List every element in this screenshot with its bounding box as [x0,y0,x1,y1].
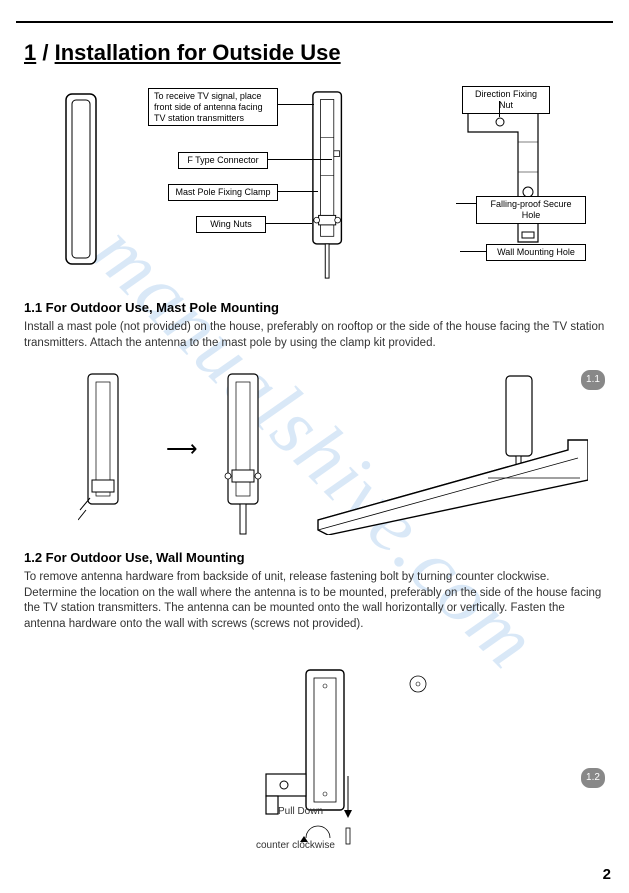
leader-line [456,203,476,204]
section-title: 1 / Installation for Outside Use [24,40,341,66]
leader-line [268,159,332,160]
section-number: 1 [24,40,36,65]
page-number: 2 [603,866,611,883]
section-title-text: Installation for Outside Use [55,40,341,65]
diagram-top: To receive TV signal, place front side o… [60,84,600,284]
label-wall-hole: Wall Mounting Hole [486,244,586,261]
diagram-wall-mount [206,666,436,866]
antenna-step2-icon [218,370,278,535]
label-ftype: F Type Connector [178,152,268,169]
leader-line [499,101,500,117]
badge-1-1: 1.1 [581,370,605,390]
section-sep: / [36,40,54,65]
body-1-1: Install a mast pole (not provided) on th… [24,320,605,351]
label-falling-hole: Falling-proof Secure Hole [476,196,586,224]
body-1-2: To remove antenna hardware from backside… [24,570,605,632]
caption-ccw: counter clockwise [256,840,335,851]
antenna-wall-icon [246,666,396,846]
leader-line [278,191,318,192]
label-clamp: Mast Pole Fixing Clamp [168,184,278,201]
heading-1-2: 1.2 For Outdoor Use, Wall Mounting [24,550,245,565]
antenna-step1-icon [78,370,138,530]
leader-line [266,223,312,224]
top-rule [16,21,613,23]
caption-pulldown: Pull Down [278,806,323,817]
leader-line [460,251,486,252]
label-receive: To receive TV signal, place front side o… [148,88,278,126]
label-wing: Wing Nuts [196,216,266,233]
roof-mount-icon [308,370,588,535]
label-direction-nut: Direction Fixing Nut [462,86,550,114]
arrow-icon: ⟶ [166,436,198,462]
badge-1-2: 1.2 [581,768,605,788]
leader-line [278,104,314,105]
heading-1-1: 1.1 For Outdoor Use, Mast Pole Mounting [24,300,279,315]
antenna-front-icon [60,90,102,270]
diagram-mast-mount: ⟶ [78,370,598,535]
antenna-back-icon [306,90,354,280]
mounting-bracket-icon [448,92,568,262]
detail-circle-icon [406,672,430,696]
